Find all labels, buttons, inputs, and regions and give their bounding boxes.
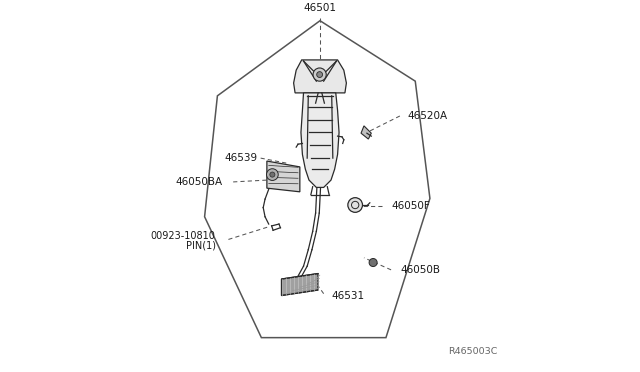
Text: PIN(1): PIN(1) <box>186 240 216 250</box>
Circle shape <box>317 72 323 77</box>
Polygon shape <box>361 126 371 139</box>
Polygon shape <box>301 93 339 187</box>
Text: 46520A: 46520A <box>408 111 448 121</box>
Text: 00923-10810: 00923-10810 <box>150 231 216 241</box>
Text: 46539: 46539 <box>225 153 258 163</box>
Polygon shape <box>294 60 346 93</box>
Polygon shape <box>267 161 300 192</box>
Text: R465003C: R465003C <box>449 347 498 356</box>
Text: 46050F: 46050F <box>392 201 430 211</box>
Circle shape <box>313 68 326 81</box>
Text: 46050B: 46050B <box>401 265 440 275</box>
Circle shape <box>348 198 362 212</box>
Text: 46531: 46531 <box>331 291 364 301</box>
Text: 46050BA: 46050BA <box>176 177 223 187</box>
Polygon shape <box>282 273 318 295</box>
Circle shape <box>369 259 377 267</box>
Circle shape <box>270 172 275 177</box>
Text: 46501: 46501 <box>303 3 337 13</box>
Circle shape <box>266 169 278 180</box>
